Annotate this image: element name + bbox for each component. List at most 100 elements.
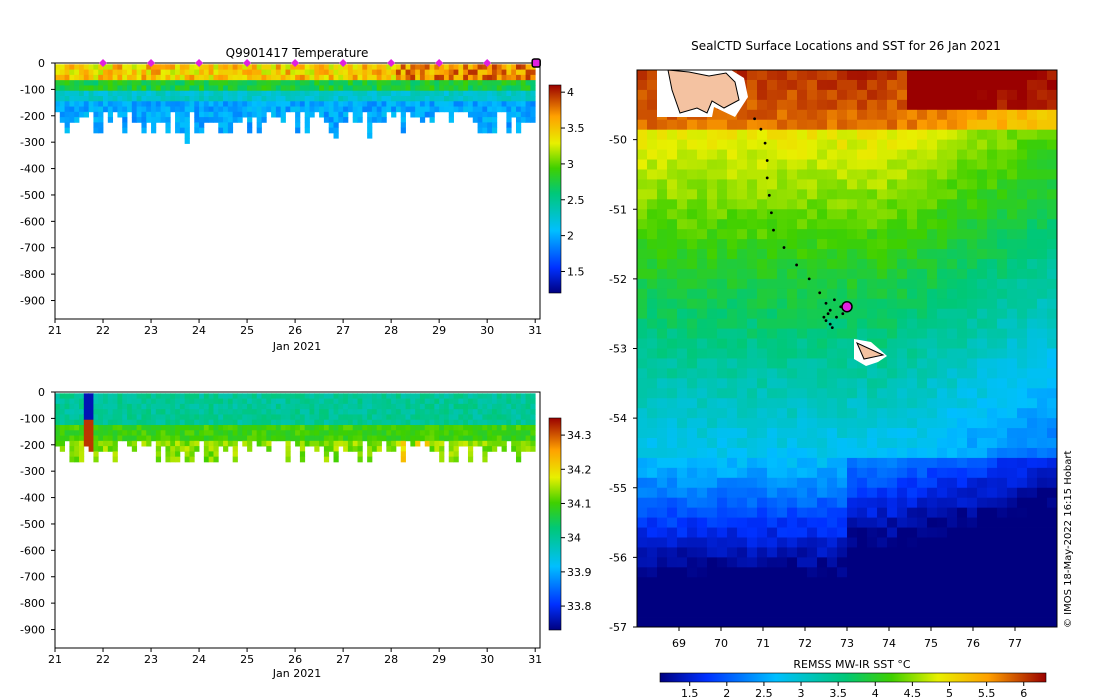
sst-cell xyxy=(777,487,788,499)
temp-cell xyxy=(122,101,128,107)
sst-cell xyxy=(897,447,908,459)
sst-cell xyxy=(977,189,988,200)
sst-cell xyxy=(717,368,728,379)
sst-cell xyxy=(757,209,768,220)
sal-cell xyxy=(463,409,469,415)
sal-cell xyxy=(103,419,109,426)
sst-cell xyxy=(987,79,998,91)
temp-cell xyxy=(122,111,128,118)
sst-cell xyxy=(1047,139,1057,150)
sst-cell xyxy=(767,159,778,170)
temp-cell xyxy=(477,64,483,70)
sal-cell xyxy=(520,440,526,447)
sst-cell xyxy=(967,577,978,588)
sst-cell xyxy=(1017,338,1028,349)
sst-cell xyxy=(767,99,778,111)
temp-cell xyxy=(477,127,483,134)
sst-cell xyxy=(867,89,878,101)
sst-cell xyxy=(717,497,728,509)
x-tick-label: 24 xyxy=(192,324,206,337)
sal-cell xyxy=(290,398,296,405)
sal-cell xyxy=(103,398,109,405)
track-point xyxy=(759,127,763,131)
sal-cell xyxy=(189,440,195,447)
sst-cell xyxy=(857,79,868,91)
sst-cell xyxy=(767,507,778,518)
sst-cell xyxy=(877,89,888,101)
sst-cell xyxy=(1047,408,1057,419)
temp-cell xyxy=(299,74,306,81)
sst-cell xyxy=(817,527,828,538)
sst-cell xyxy=(867,189,878,200)
sst-cell xyxy=(847,338,858,349)
sal-cell xyxy=(362,424,368,431)
sal-cell xyxy=(323,446,330,452)
temp-cell xyxy=(64,69,70,76)
sst-cell xyxy=(737,328,748,339)
sst-cell xyxy=(877,388,888,399)
sal-cell xyxy=(347,419,354,426)
sst-cell xyxy=(827,557,838,568)
sal-cell xyxy=(439,419,445,426)
temp-cell xyxy=(237,69,243,76)
sst-cell xyxy=(877,477,888,489)
sst-cell xyxy=(647,527,658,538)
sst-cell xyxy=(687,408,698,419)
temp-cell xyxy=(213,117,219,123)
sst-cell xyxy=(907,199,918,210)
sst-cell xyxy=(807,457,818,469)
sst-cell xyxy=(1027,149,1038,160)
temp-cell xyxy=(314,74,320,81)
sst-cell xyxy=(837,278,848,290)
sst-cell xyxy=(877,507,888,518)
sst-cell xyxy=(727,428,738,439)
sst-cell xyxy=(807,139,818,150)
sst-cell xyxy=(697,209,708,220)
sst-cell xyxy=(1037,109,1048,121)
sst-cell xyxy=(707,378,718,389)
temp-cell xyxy=(83,101,90,107)
temp-cell xyxy=(395,106,402,113)
sst-cell xyxy=(867,388,878,399)
sal-cell xyxy=(367,430,373,436)
temp-cell xyxy=(131,74,138,81)
sal-cell xyxy=(203,430,210,436)
temp-cell xyxy=(376,80,382,86)
map-colorbar-tick-label: 5.5 xyxy=(978,687,996,700)
sst-cell xyxy=(847,189,858,200)
track-point xyxy=(822,315,826,319)
sst-cell xyxy=(787,119,798,131)
sst-cell xyxy=(787,338,798,349)
sst-cell xyxy=(957,477,968,489)
sst-cell xyxy=(947,358,958,369)
sal-cell xyxy=(275,409,282,415)
sst-cell xyxy=(837,388,848,399)
sst-cell xyxy=(917,129,928,141)
sal-cell xyxy=(98,403,104,410)
temp-cell xyxy=(280,90,286,97)
sst-cell xyxy=(767,119,778,131)
sst-cell xyxy=(877,169,888,180)
sst-cell xyxy=(977,109,988,121)
sst-cell xyxy=(697,438,708,449)
sst-cell xyxy=(977,577,988,588)
sst-cell xyxy=(1007,457,1018,469)
sst-cell xyxy=(747,249,758,260)
sst-cell xyxy=(847,537,858,548)
sst-cell xyxy=(887,169,898,180)
sst-cell xyxy=(877,99,888,111)
temp-cell xyxy=(64,122,70,129)
sst-cell xyxy=(707,229,718,240)
temp-cell xyxy=(165,95,171,102)
sst-cell xyxy=(757,249,768,260)
sst-cell xyxy=(1037,617,1048,627)
sst-cell xyxy=(647,457,658,469)
sst-cell xyxy=(1037,358,1048,369)
sst-cell xyxy=(817,547,828,558)
sal-cell xyxy=(127,440,133,447)
temp-cell xyxy=(405,106,411,113)
sal-cell xyxy=(59,430,66,436)
temp-cell xyxy=(194,117,200,123)
sst-cell xyxy=(927,438,938,449)
map-title: SealCTD Surface Locations and SST for 26… xyxy=(691,39,1001,53)
